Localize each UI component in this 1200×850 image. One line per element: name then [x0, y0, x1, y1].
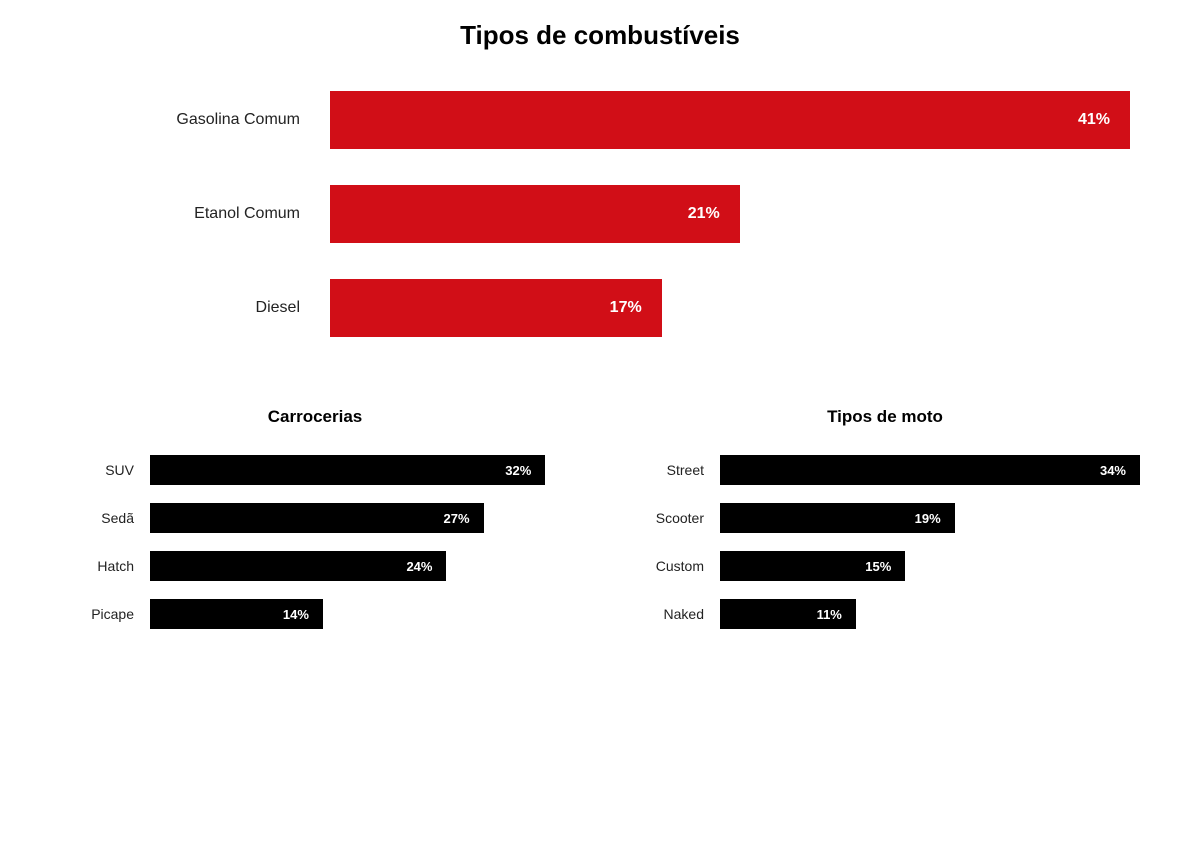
left-chart: Carrocerias SUV 32% Sedã 27% Hatch 24% [60, 407, 570, 647]
bar-track: 24% [150, 551, 570, 581]
bar-row: Street 34% [630, 455, 1140, 485]
bar-label: Etanol Comum [70, 205, 330, 223]
bar-track: 15% [720, 551, 1140, 581]
bar-value: 24% [406, 559, 432, 574]
bar-fill: 27% [150, 503, 484, 533]
bar-fill: 14% [150, 599, 323, 629]
bar-label: Diesel [70, 299, 330, 317]
bar-row: Sedã 27% [60, 503, 570, 533]
bar-fill: 21% [330, 185, 740, 243]
bar-row: SUV 32% [60, 455, 570, 485]
bar-value: 17% [610, 299, 642, 317]
bar-label: Sedã [60, 510, 150, 526]
bottom-section: Carrocerias SUV 32% Sedã 27% Hatch 24% [30, 407, 1170, 647]
right-chart-title: Tipos de moto [630, 407, 1140, 427]
bar-fill: 15% [720, 551, 905, 581]
bar-track: 21% [330, 185, 1130, 243]
bar-fill: 41% [330, 91, 1130, 149]
bar-track: 41% [330, 91, 1130, 149]
bar-row: Scooter 19% [630, 503, 1140, 533]
bar-value: 15% [865, 559, 891, 574]
bar-label: Custom [630, 558, 720, 574]
bar-fill: 19% [720, 503, 955, 533]
bar-label: Gasolina Comum [70, 111, 330, 129]
main-chart: Gasolina Comum 41% Etanol Comum 21% Dies… [30, 91, 1170, 337]
bar-row: Picape 14% [60, 599, 570, 629]
bar-value: 21% [688, 205, 720, 223]
bar-value: 14% [283, 607, 309, 622]
bar-value: 32% [505, 463, 531, 478]
bar-track: 11% [720, 599, 1140, 629]
bar-row: Custom 15% [630, 551, 1140, 581]
bar-fill: 11% [720, 599, 856, 629]
bar-label: Naked [630, 606, 720, 622]
bar-row: Etanol Comum 21% [70, 185, 1130, 243]
bar-fill: 17% [330, 279, 662, 337]
bar-row: Hatch 24% [60, 551, 570, 581]
bar-value: 19% [915, 511, 941, 526]
bar-track: 34% [720, 455, 1140, 485]
bar-value: 27% [443, 511, 469, 526]
bar-track: 32% [150, 455, 570, 485]
bar-track: 17% [330, 279, 1130, 337]
bar-row: Gasolina Comum 41% [70, 91, 1130, 149]
left-chart-title: Carrocerias [60, 407, 570, 427]
bar-value: 41% [1078, 111, 1110, 129]
bar-label: Picape [60, 606, 150, 622]
bar-track: 27% [150, 503, 570, 533]
bar-label: Scooter [630, 510, 720, 526]
bar-label: SUV [60, 462, 150, 478]
bar-label: Street [630, 462, 720, 478]
bar-row: Naked 11% [630, 599, 1140, 629]
bar-value: 34% [1100, 463, 1126, 478]
bar-row: Diesel 17% [70, 279, 1130, 337]
right-chart: Tipos de moto Street 34% Scooter 19% Cus… [630, 407, 1140, 647]
bar-track: 14% [150, 599, 570, 629]
bar-label: Hatch [60, 558, 150, 574]
main-chart-title: Tipos de combustíveis [30, 20, 1170, 51]
bar-track: 19% [720, 503, 1140, 533]
bar-fill: 34% [720, 455, 1140, 485]
bar-fill: 32% [150, 455, 545, 485]
bar-fill: 24% [150, 551, 446, 581]
bar-value: 11% [817, 607, 842, 622]
